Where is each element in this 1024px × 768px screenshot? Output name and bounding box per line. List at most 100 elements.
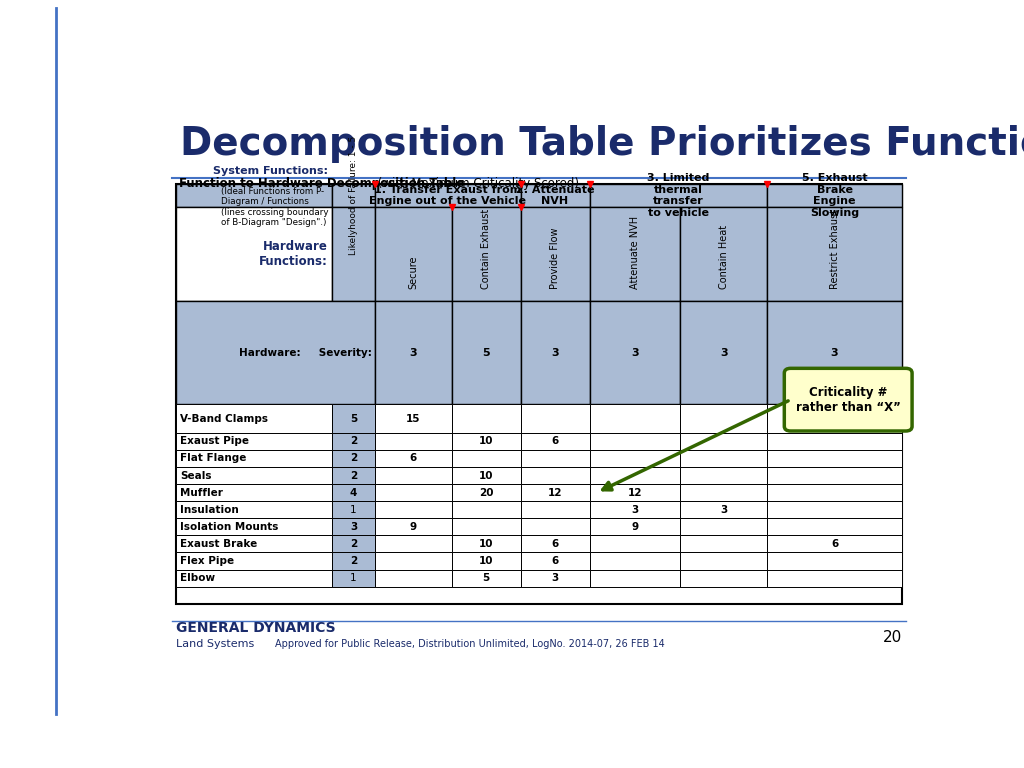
Text: 3. Limited
thermal
transfer
to vehicle: 3. Limited thermal transfer to vehicle — [647, 173, 710, 218]
Bar — [376, 552, 452, 570]
Text: 2: 2 — [350, 471, 357, 481]
Bar — [332, 552, 376, 570]
Bar — [376, 433, 452, 450]
Text: 5. Exhaust
Brake
Engine
Slowing: 5. Exhaust Brake Engine Slowing — [802, 173, 867, 218]
Bar — [452, 570, 520, 587]
Bar — [452, 535, 520, 552]
Text: Criticality #
rather than “X”: Criticality # rather than “X” — [796, 386, 901, 414]
Bar — [767, 207, 902, 301]
Text: 2: 2 — [350, 556, 357, 566]
Text: 5: 5 — [482, 573, 489, 583]
Bar — [520, 301, 590, 404]
Text: Muffler: Muffler — [180, 488, 223, 498]
Bar — [680, 450, 767, 467]
Text: V-Band Clamps: V-Band Clamps — [180, 413, 268, 423]
Bar — [520, 502, 590, 518]
Bar — [376, 570, 452, 587]
Text: 10: 10 — [479, 539, 494, 549]
Bar — [452, 433, 520, 450]
Text: 3: 3 — [720, 505, 727, 515]
Bar — [176, 484, 332, 502]
Text: 12: 12 — [628, 488, 642, 498]
Bar — [520, 570, 590, 587]
Bar — [590, 301, 680, 404]
Bar — [176, 433, 332, 450]
Text: 1. Transfer Exaust from
Engine out of the Vehicle: 1. Transfer Exaust from Engine out of th… — [370, 184, 526, 206]
Text: 3: 3 — [350, 521, 357, 531]
Text: Approved for Public Release, Distribution Unlimited, LogNo. 2014-07, 26 FEB 14: Approved for Public Release, Distributio… — [274, 639, 665, 649]
Text: Decomposition Table Prioritizes Functions: Decomposition Table Prioritizes Function… — [179, 124, 1024, 163]
Bar — [767, 433, 902, 450]
Bar — [376, 450, 452, 467]
Bar — [590, 552, 680, 570]
Text: 9: 9 — [410, 521, 417, 531]
Text: 12: 12 — [548, 488, 562, 498]
Bar — [376, 502, 452, 518]
Text: 10: 10 — [479, 436, 494, 446]
Text: 6: 6 — [551, 539, 559, 549]
Bar — [680, 552, 767, 570]
Text: 3: 3 — [551, 348, 559, 358]
Bar — [376, 535, 452, 552]
Bar — [680, 570, 767, 587]
Bar — [332, 518, 376, 535]
Text: 3: 3 — [631, 505, 639, 515]
Bar — [520, 467, 590, 484]
Bar — [767, 404, 902, 433]
Text: Likelyhood of Failure: 1 - 5: Likelyhood of Failure: 1 - 5 — [349, 136, 358, 255]
Text: 6: 6 — [410, 453, 417, 463]
Bar — [680, 301, 767, 404]
Text: GENERAL DYNAMICS: GENERAL DYNAMICS — [176, 621, 335, 635]
Bar — [176, 184, 902, 604]
Text: 3: 3 — [551, 573, 559, 583]
Bar — [590, 518, 680, 535]
Text: Provide Flow: Provide Flow — [550, 227, 560, 289]
Bar — [452, 552, 520, 570]
Bar — [376, 207, 452, 301]
Bar — [376, 467, 452, 484]
Bar — [176, 207, 332, 301]
Bar — [590, 502, 680, 518]
Text: Exaust Pipe: Exaust Pipe — [180, 436, 249, 446]
Text: (with Maximum Criticality Scored): (with Maximum Criticality Scored) — [374, 177, 579, 190]
Bar — [176, 467, 332, 484]
Bar — [452, 518, 520, 535]
Bar — [332, 535, 376, 552]
Bar — [176, 570, 332, 587]
Bar — [376, 184, 520, 207]
Bar — [767, 301, 902, 404]
Bar — [452, 467, 520, 484]
Text: Elbow: Elbow — [180, 573, 215, 583]
Bar — [452, 301, 520, 404]
Text: Secure: Secure — [409, 255, 419, 289]
Text: 6: 6 — [830, 539, 839, 549]
Text: 6: 6 — [551, 436, 559, 446]
Bar — [332, 570, 376, 587]
Text: 2: 2 — [350, 453, 357, 463]
Bar — [590, 207, 680, 301]
Bar — [520, 404, 590, 433]
Bar — [767, 535, 902, 552]
Text: 3: 3 — [410, 348, 417, 358]
Bar — [590, 467, 680, 484]
Bar — [376, 518, 452, 535]
Bar — [590, 433, 680, 450]
Bar — [520, 450, 590, 467]
Bar — [332, 184, 376, 207]
Bar — [680, 502, 767, 518]
Text: 1: 1 — [350, 505, 356, 515]
Bar — [452, 450, 520, 467]
Text: 15: 15 — [407, 413, 421, 423]
Text: 1: 1 — [350, 573, 356, 583]
Bar — [590, 184, 767, 207]
Bar — [767, 502, 902, 518]
Text: Flat Flange: Flat Flange — [180, 453, 247, 463]
Bar — [520, 518, 590, 535]
Text: 2: 2 — [350, 436, 357, 446]
Text: 6: 6 — [551, 556, 559, 566]
Text: Hardware:     Severity:: Hardware: Severity: — [239, 348, 372, 358]
Bar — [376, 301, 452, 404]
Bar — [332, 502, 376, 518]
Bar — [680, 467, 767, 484]
Text: (Ideal Functions from P-
Diagram / Functions
(lines crossing boundary
of B-Diagr: (Ideal Functions from P- Diagram / Funct… — [220, 187, 328, 227]
